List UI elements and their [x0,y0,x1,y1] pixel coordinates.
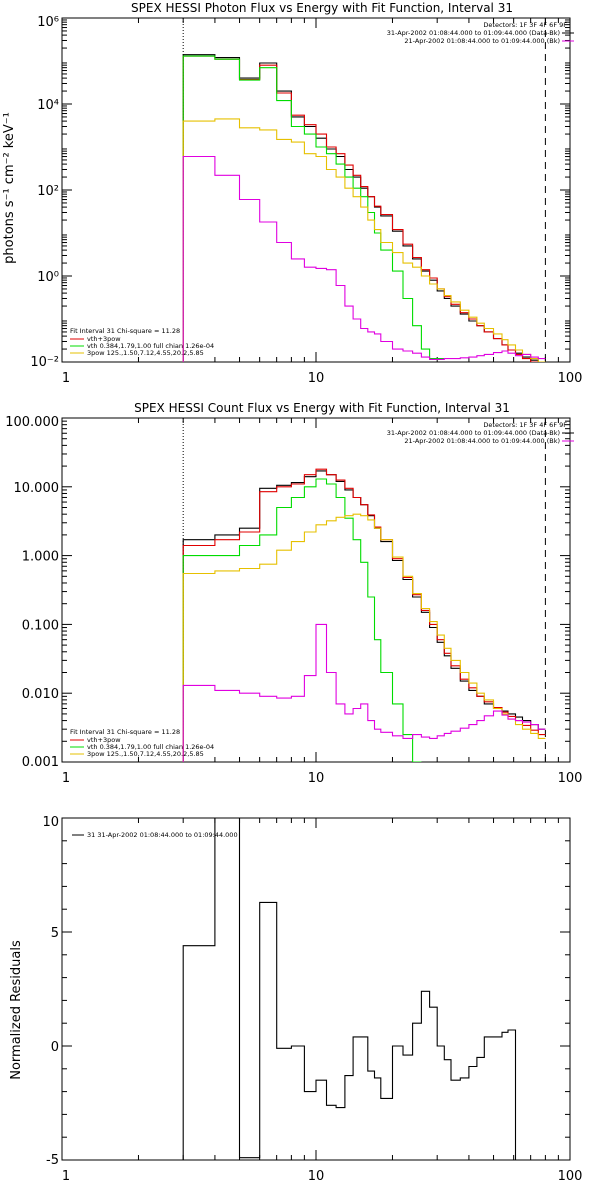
photon-flux-x-tick-label: 10 [308,371,325,386]
photon-flux-y-tick-label: 10⁻² [30,355,59,370]
count-flux-legend-bk: 21-Apr-2002 01:08:44.000 to 01:09:44.000… [404,437,560,445]
count-flux-series-bk [182,623,546,762]
residuals-legend-label: 31 31-Apr-2002 01:08:44.000 to 01:09:44.… [87,831,238,839]
residuals-y-label: Normalized Residuals [9,940,24,1080]
residuals-series-31 [182,818,517,1160]
photon-flux-x-tick-label: 1 [62,371,70,386]
photon-flux-legend-fit: Fit Interval 31 Chi-square = 11.28 [70,327,180,335]
residuals-x-tick-label: 1 [62,1169,70,1184]
photon-flux-y-label: photons s⁻¹ cm⁻² keV⁻¹ [2,112,17,264]
photon-flux-series-bk [182,155,546,362]
photon-flux-plot-area: 1 10 100 10⁻² 10⁰ 10² 10⁴ 10⁶ [30,15,582,386]
count-flux-legend-fit: Fit Interval 31 Chi-square = 11.28 [70,728,180,736]
residuals-legend: 31 31-Apr-2002 01:08:44.000 to 01:09:44.… [72,831,238,839]
count-flux-legend-vth: vth 0.384,1.79,1.00 full chian 1.26e-04 [87,743,214,751]
photon-flux-x-tick-label: 100 [558,371,583,386]
count-flux-panel: SPEX HESSI Count Flux vs Energy with Fit… [5,401,582,786]
count-flux-x-tick-label: 1 [62,771,70,786]
photon-flux-y-tick-label: 10⁰ [37,270,59,285]
residuals-y-tick-label: 0 [51,1040,59,1055]
residuals-y-tick-label: 10 [42,815,59,830]
photon-flux-panel: SPEX HESSI Photon Flux vs Energy with Fi… [2,1,582,386]
photon-flux-series-vth-3pow [182,55,539,362]
residuals-y-tick-label: -5 [46,1153,59,1168]
photon-flux-legend-bottom: Fit Interval 31 Chi-square = 11.28 vth+3… [70,327,214,357]
count-flux-plot-area: 1 10 100 0.001 0.010 0.100 1.000 10.000 100.000 [5,415,582,786]
count-flux-title: SPEX HESSI Count Flux vs Energy with Fit… [134,401,510,415]
count-flux-legend-vth3pow: vth+3pow [87,736,121,744]
count-flux-x-tick-label: 100 [558,771,583,786]
photon-flux-y-tick-label: 10⁴ [37,98,59,113]
count-flux-series-3pow [182,513,546,762]
count-flux-y-tick-label: 10.000 [14,481,60,496]
count-flux-x-tick-label: 10 [308,771,325,786]
count-flux-series-vth [182,478,422,762]
photon-flux-title: SPEX HESSI Photon Flux vs Energy with Fi… [131,1,513,15]
count-flux-legend-3pow: 3pow 125.,1.50,7.12,4.55,20.2,5.85 [87,750,204,758]
count-flux-y-tick-label: 0.001 [22,755,59,770]
count-flux-y-tick-label: 0.010 [22,687,59,702]
count-flux-y-tick-label: 0.100 [22,618,59,633]
residuals-plot-area: 1 10 100 -5 0 5 10 [42,815,582,1184]
residuals-x-tick-label: 10 [308,1169,325,1184]
photon-flux-legend-vth: vth 0.384,1.79,1.00 full chian 1.26e-04 [87,342,214,350]
count-flux-legend-detectors: Detectors: 1F 3F 4F 6F 9F [483,421,567,429]
photon-flux-y-tick-label: 10⁶ [37,15,59,30]
residuals-y-tick-label: 5 [51,926,59,941]
photon-flux-series-vth [182,55,445,362]
residuals-panel: 1 10 100 -5 0 5 10 Normalized Residuals 31 31-… [9,815,582,1184]
count-flux-legend-top: Detectors: 1F 3F 4F 6F 9F 31-Apr-2002 01… [387,421,574,445]
residuals-x-tick-label: 100 [558,1169,583,1184]
photon-flux-legend-bk: 21-Apr-2002 01:08:44.000 to 01:09:44.000… [404,37,560,45]
photon-flux-series-3pow [182,118,546,362]
photon-flux-legend-detectors: Detectors: 1F 3F 4F 6F 9F [483,21,567,29]
photon-flux-legend-data: 31-Apr-2002 01:08:44.000 to 01:09:44.000… [387,29,560,37]
photon-flux-legend-vth3pow: vth+3pow [87,335,121,343]
count-flux-y-tick-label: 100.000 [5,415,59,430]
count-flux-legend-data: 31-Apr-2002 01:08:44.000 to 01:09:44.000… [387,429,560,437]
photon-flux-y-tick-label: 10² [37,184,59,199]
photon-flux-legend-3pow: 3pow 125.,1.50,7.12,4.55,20.2,5.85 [87,349,204,357]
count-flux-legend-bottom: Fit Interval 31 Chi-square = 11.28 vth+3… [70,728,214,758]
photon-flux-legend-top: Detectors: 1F 3F 4F 6F 9F 31-Apr-2002 01… [387,21,574,45]
count-flux-y-tick-label: 1.000 [22,550,59,565]
